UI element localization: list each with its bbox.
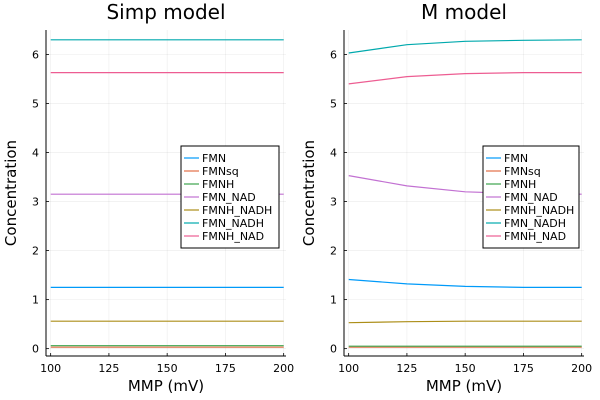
x-tick-label: 100 xyxy=(338,362,359,375)
y-tick-label: 0 xyxy=(32,343,39,356)
legend: FMNFMNsqFMNHFMN_NADFMNH_NADHFMN_NADHFMNH… xyxy=(180,145,280,249)
y-tick-label: 6 xyxy=(32,49,39,62)
legend-label: FMN_NADH xyxy=(504,217,566,230)
series-line-fmn xyxy=(348,278,582,288)
series-line-fmnh-nad xyxy=(348,71,582,85)
y-axis-label: Concentration xyxy=(300,140,318,246)
legend-label: FMN xyxy=(504,152,528,165)
legend-label: FMNH xyxy=(202,178,234,191)
legend: FMNFMNsqFMNHFMN_NADFMNH_NADHFMN_NADHFMNH… xyxy=(482,145,580,249)
chart-panel-2: M model 100 125 150 175 200 0 1 2 3 4 5 6 MMP (mV) Con… xyxy=(300,0,592,395)
y-tick-label: 3 xyxy=(330,196,337,209)
legend-label: FMNsq xyxy=(202,165,239,178)
x-tick-label: 200 xyxy=(571,362,592,375)
legend-label: FMNH xyxy=(504,178,536,191)
y-tick-label: 1 xyxy=(32,294,39,307)
x-tick-label: 125 xyxy=(98,362,119,375)
legend-label: FMN_NAD xyxy=(504,191,558,204)
x-tick-label: 175 xyxy=(215,362,236,375)
x-tick-label: 175 xyxy=(513,362,534,375)
y-tick-label: 3 xyxy=(32,196,39,209)
x-axis-label: MMP (mV) xyxy=(426,377,502,395)
y-tick-label: 1 xyxy=(330,294,337,307)
y-tick-label: 6 xyxy=(330,49,337,62)
x-tick-label: 100 xyxy=(40,362,61,375)
chart-title: Simp model xyxy=(106,0,225,24)
legend-label: FMN xyxy=(202,152,226,165)
y-tick-label: 5 xyxy=(32,98,39,111)
y-axis-label: Concentration xyxy=(2,140,20,246)
chart-panel-1: Simp model 100 125 150 175 200 0 1 2 3 4 5 6 MMP (mV)… xyxy=(2,0,294,395)
x-axis-label: MMP (mV) xyxy=(128,377,204,395)
legend-label: FMN_NADH xyxy=(202,217,264,230)
x-tick-label: 200 xyxy=(273,362,294,375)
y-tick-label: 4 xyxy=(32,147,39,160)
series-line-fmnh-nadh xyxy=(348,320,582,324)
x-tick-label: 150 xyxy=(455,362,476,375)
chart-title: M model xyxy=(421,0,507,24)
y-tick-label: 2 xyxy=(32,245,39,258)
y-tick-label: 4 xyxy=(330,147,337,160)
y-tick-label: 0 xyxy=(330,343,337,356)
legend-label: FMNH_NADH xyxy=(202,204,272,217)
x-tick-label: 125 xyxy=(396,362,417,375)
legend-label: FMNH_NADH xyxy=(504,204,574,217)
y-tick-label: 5 xyxy=(330,98,337,111)
x-tick-label: 150 xyxy=(157,362,178,375)
legend-label: FMNH_NAD xyxy=(202,230,264,243)
y-tick-label: 2 xyxy=(330,245,337,258)
series-line-fmn-nadh xyxy=(348,39,582,54)
legend-label: FMNsq xyxy=(504,165,541,178)
legend-label: FMN_NAD xyxy=(202,191,256,204)
legend-label: FMNH_NAD xyxy=(504,230,566,243)
